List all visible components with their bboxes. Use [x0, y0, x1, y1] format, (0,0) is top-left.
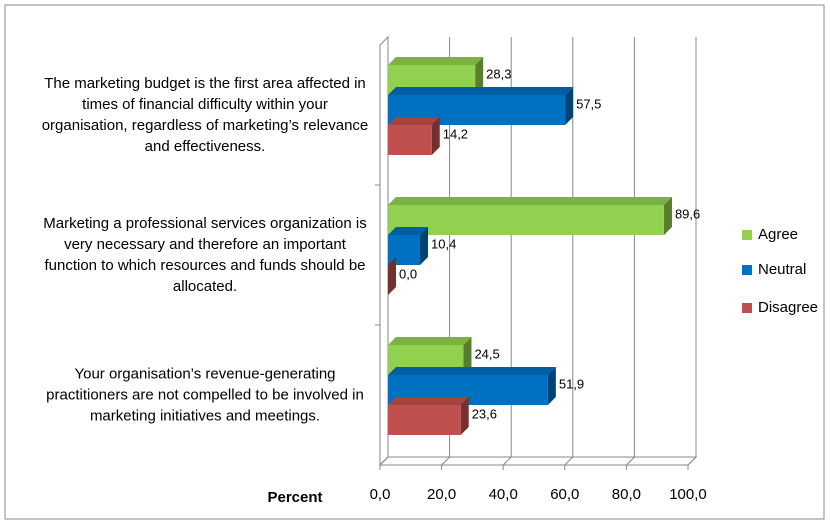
data-label: 51,9	[559, 376, 584, 391]
bar-top	[388, 227, 429, 235]
legend-label: Agree	[758, 226, 798, 243]
bar-top	[388, 57, 484, 65]
data-label: 10,4	[431, 236, 456, 251]
category-label: Marketing a professional services organi…	[43, 215, 367, 295]
bar-side	[547, 367, 556, 405]
x-tick-label: 40,0	[489, 486, 518, 503]
data-label: 24,5	[474, 346, 499, 361]
bar-side	[460, 397, 469, 435]
left-wall	[379, 35, 389, 467]
bar-side	[463, 337, 472, 375]
legend-swatch	[742, 303, 752, 313]
legend-label: Disagree	[758, 299, 818, 316]
floor	[378, 456, 698, 466]
grid-line	[379, 37, 389, 466]
bar-side	[431, 117, 440, 155]
grid-line	[687, 37, 697, 466]
grid-line	[564, 37, 574, 466]
data-label: 0,0	[399, 266, 417, 281]
bar-top	[388, 117, 440, 125]
grid-line	[626, 37, 635, 466]
bar-side	[565, 87, 574, 125]
bar	[388, 125, 432, 155]
bar-side	[475, 57, 484, 95]
x-tick-label: 20,0	[427, 486, 456, 503]
legend-swatch	[742, 230, 752, 240]
data-label: 28,3	[486, 66, 511, 81]
x-tick-label: 80,0	[612, 486, 641, 503]
x-tick-label: 100,0	[669, 486, 707, 503]
bar-top	[388, 87, 574, 95]
x-axis-label: Percent	[267, 489, 322, 506]
bar-top	[388, 397, 469, 405]
data-label: 14,2	[443, 126, 468, 141]
bar-side	[420, 227, 429, 265]
bar	[388, 205, 664, 235]
bar	[388, 405, 461, 435]
bar-side	[663, 197, 672, 235]
bar-top	[388, 367, 556, 375]
legend-label: Neutral	[758, 261, 806, 278]
x-tick-label: 60,0	[550, 486, 579, 503]
bar-top	[388, 337, 472, 345]
data-label: 23,6	[472, 406, 497, 421]
grid-line	[502, 37, 512, 466]
data-label: 89,6	[675, 206, 700, 221]
data-label: 57,5	[576, 96, 601, 111]
bar-side	[388, 257, 396, 295]
category-label: Your organisation’s revenue-generating p…	[46, 365, 364, 425]
x-tick-label: 0,0	[370, 486, 391, 503]
category-label: The marketing budget is the first area a…	[41, 75, 369, 155]
bar-top	[388, 197, 672, 205]
legend-swatch	[742, 265, 752, 275]
grid-line	[441, 37, 451, 466]
